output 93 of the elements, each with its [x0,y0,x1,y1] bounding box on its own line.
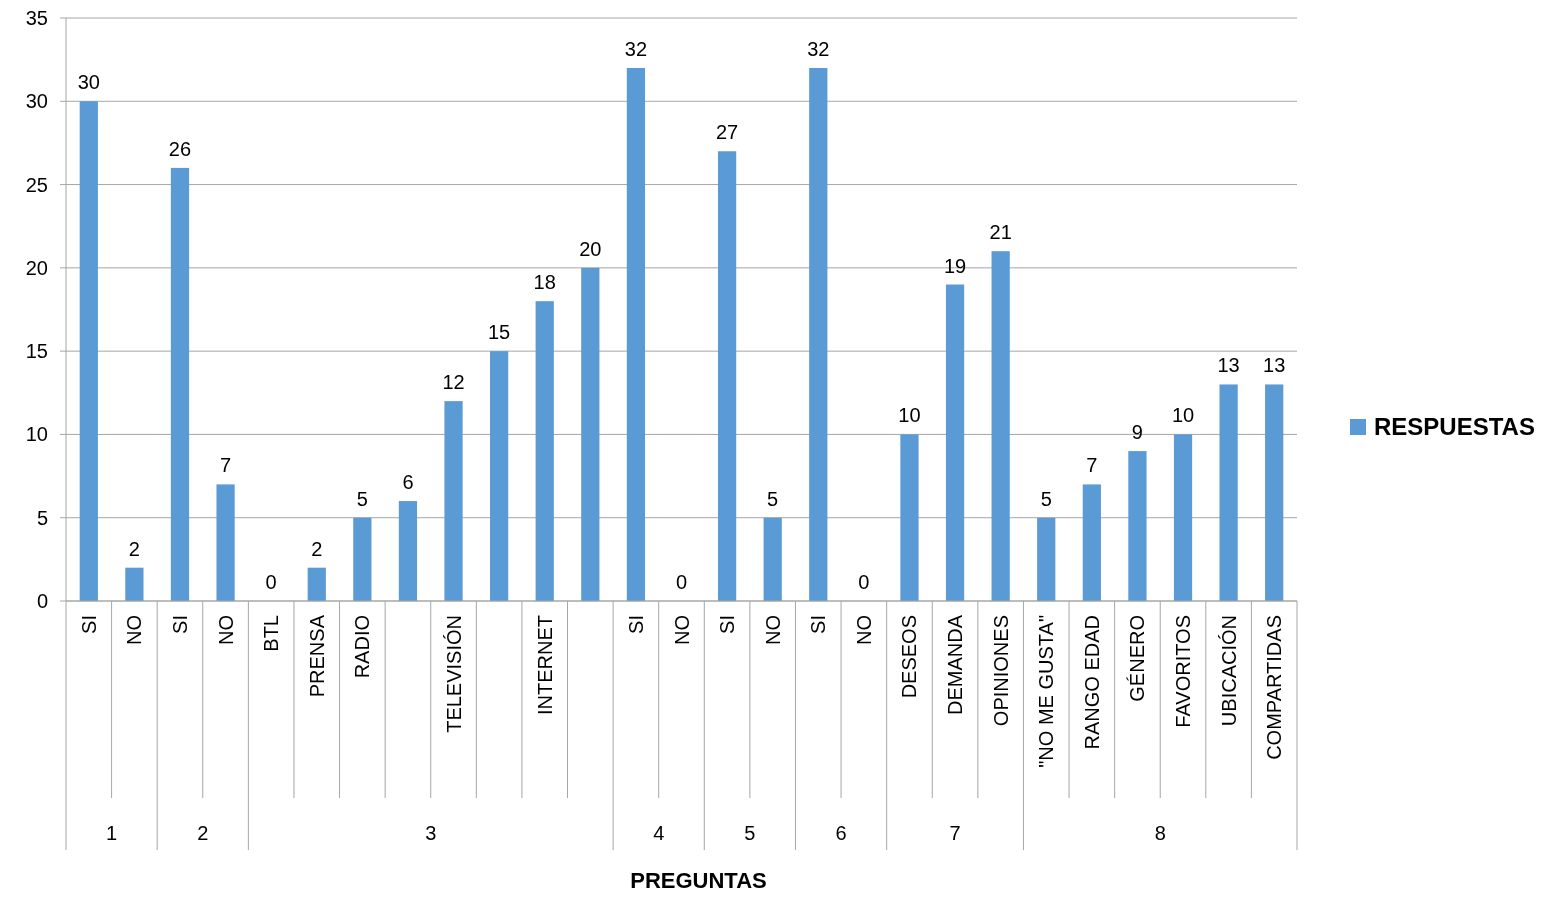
bar [1082,484,1101,601]
x-axis-title: PREGUNTAS [630,867,767,893]
y-tick-label: 20 [25,256,48,279]
bar [945,284,965,601]
x-tick-label: DEMANDA [944,614,967,716]
x-tick-label: PRENSA [305,614,328,698]
text: 2 [197,822,209,844]
text: 4 [653,822,665,844]
x-tick-label: SI [624,615,647,634]
x-tick-label: NO [670,615,693,645]
bar [1173,434,1193,601]
data-label: 15 [488,321,511,344]
bar [1265,384,1284,601]
y-tick-label: 30 [25,90,48,113]
text: 7 [949,822,961,844]
data-label: 32 [807,37,830,60]
bar [763,517,782,601]
text: 5 [744,822,756,844]
x-tick-label: "NO ME GUSTA" [1035,615,1058,768]
x-tick-label: DESEOS [898,615,921,699]
x-tick-label: UBICACIÓN [1217,615,1240,727]
x-tick-label: NO [123,615,146,645]
data-label: 13 [1263,354,1286,377]
x-tick-label: SI [168,615,191,634]
x-tick-label: SI [807,615,830,634]
data-label: 7 [220,454,232,477]
bar [353,517,372,601]
data-label: 7 [1086,454,1098,477]
x-tick-label: GÉNERO [1126,615,1149,702]
x-tick-label: FAVORITOS [1172,615,1195,728]
data-label: 21 [989,221,1012,244]
bar [535,301,554,601]
data-label: 2 [311,537,323,560]
bar [444,401,463,601]
bar [1037,517,1056,601]
bar [900,434,919,601]
x-tick-label: NO [761,615,784,645]
text: 3 [425,822,437,844]
bar [626,67,646,601]
data-label: 6 [402,471,414,494]
x-tick-label: RADIO [351,615,374,679]
data-label: 13 [1217,354,1240,377]
data-label: 0 [265,571,277,593]
data-label: 27 [715,121,739,144]
bar [991,251,1010,601]
x-tick-label: OPINIONES [989,615,1012,727]
bar [581,267,600,601]
bar [170,167,190,601]
bar [717,151,737,601]
data-label: 5 [356,487,368,510]
data-label: 10 [1171,404,1195,427]
x-tick-label: NO [214,615,237,645]
text: 6 [835,822,847,844]
legend-label: RESPUESTAS [1374,413,1535,441]
y-tick-label: 10 [25,423,48,446]
x-tick-label: RANGO EDAD [1080,615,1103,750]
data-label: 20 [579,237,602,260]
bar [216,484,235,601]
x-tick-label: SI [77,615,100,634]
data-label: 0 [675,571,688,593]
x-tick-label: NO [852,615,875,645]
data-label: 10 [898,404,921,427]
bar [398,501,418,601]
x-tick-label: COMPARTIDAS [1263,615,1286,760]
data-label: 2 [128,537,140,560]
y-tick-label: 25 [25,173,48,196]
y-tick-label: 0 [36,590,48,612]
bar [1219,384,1238,601]
data-label: 12 [442,371,465,394]
y-tick-label: 5 [36,506,48,529]
data-label: 18 [533,271,556,294]
y-tick-label: 35 [25,7,48,29]
bar [125,567,144,601]
text: 1 [106,822,118,844]
data-label: 26 [168,137,192,160]
data-label: 5 [1040,487,1052,510]
y-tick-label: 15 [25,340,48,363]
text: 8 [1154,822,1166,844]
data-label: 32 [624,37,648,60]
bar [1128,451,1147,601]
bar [79,101,98,601]
x-tick-label: SI [716,615,739,634]
data-label: 9 [1131,421,1143,444]
data-label: 30 [77,71,100,94]
bar [307,567,326,601]
x-tick-label: BTL [260,615,283,652]
data-label: 5 [767,487,779,510]
x-tick-label: TELEVISIÓN [442,615,465,733]
data-label: 19 [943,254,967,277]
x-tick-label: INTERNET [533,615,556,715]
bar [490,351,509,601]
data-label: 0 [858,571,870,593]
bar [809,67,828,601]
